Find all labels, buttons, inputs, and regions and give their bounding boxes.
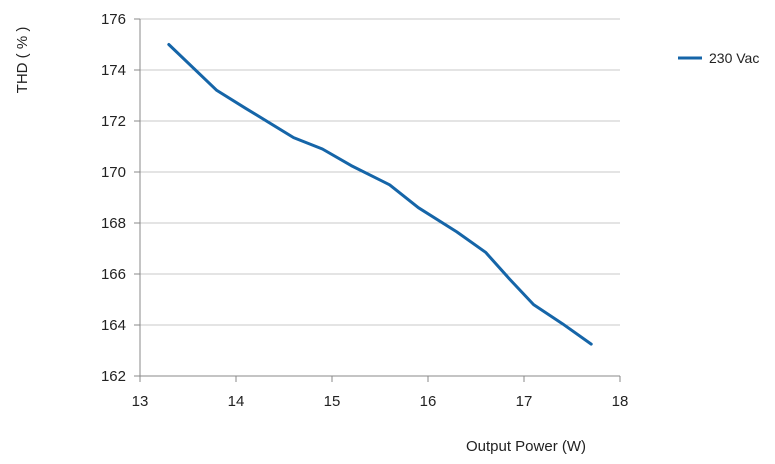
x-axis-label: Output Power (W): [466, 438, 586, 455]
legend-label-230-vac: 230 Vac: [709, 50, 759, 66]
legend: 230 Vac: [678, 50, 759, 66]
x-axis: 13 14 15 16 17 18: [132, 375, 629, 410]
series-group: [167, 43, 593, 346]
x-tick-label-15: 15: [324, 393, 341, 410]
x-tick-label-18: 18: [612, 393, 629, 410]
y-axis-label: THD ( % ): [14, 27, 31, 94]
x-tick-label-16: 16: [420, 393, 437, 410]
x-tick-label-14: 14: [228, 393, 245, 410]
y-axis: 162 164 166 168 170 172 174 176: [101, 11, 141, 385]
y-tick-label-170: 170: [101, 164, 126, 181]
series-line-230-vac: [167, 43, 593, 346]
x-tick-label-13: 13: [132, 393, 149, 410]
x-tick-label-17: 17: [516, 393, 533, 410]
grid-lines: [140, 18, 620, 377]
y-tick-label-168: 168: [101, 215, 126, 232]
y-tick-label-166: 166: [101, 266, 126, 283]
y-tick-label-164: 164: [101, 317, 126, 334]
y-tick-label-172: 172: [101, 113, 126, 130]
y-tick-label-162: 162: [101, 368, 126, 385]
y-tick-label-176: 176: [101, 11, 126, 28]
y-tick-label-174: 174: [101, 62, 126, 79]
